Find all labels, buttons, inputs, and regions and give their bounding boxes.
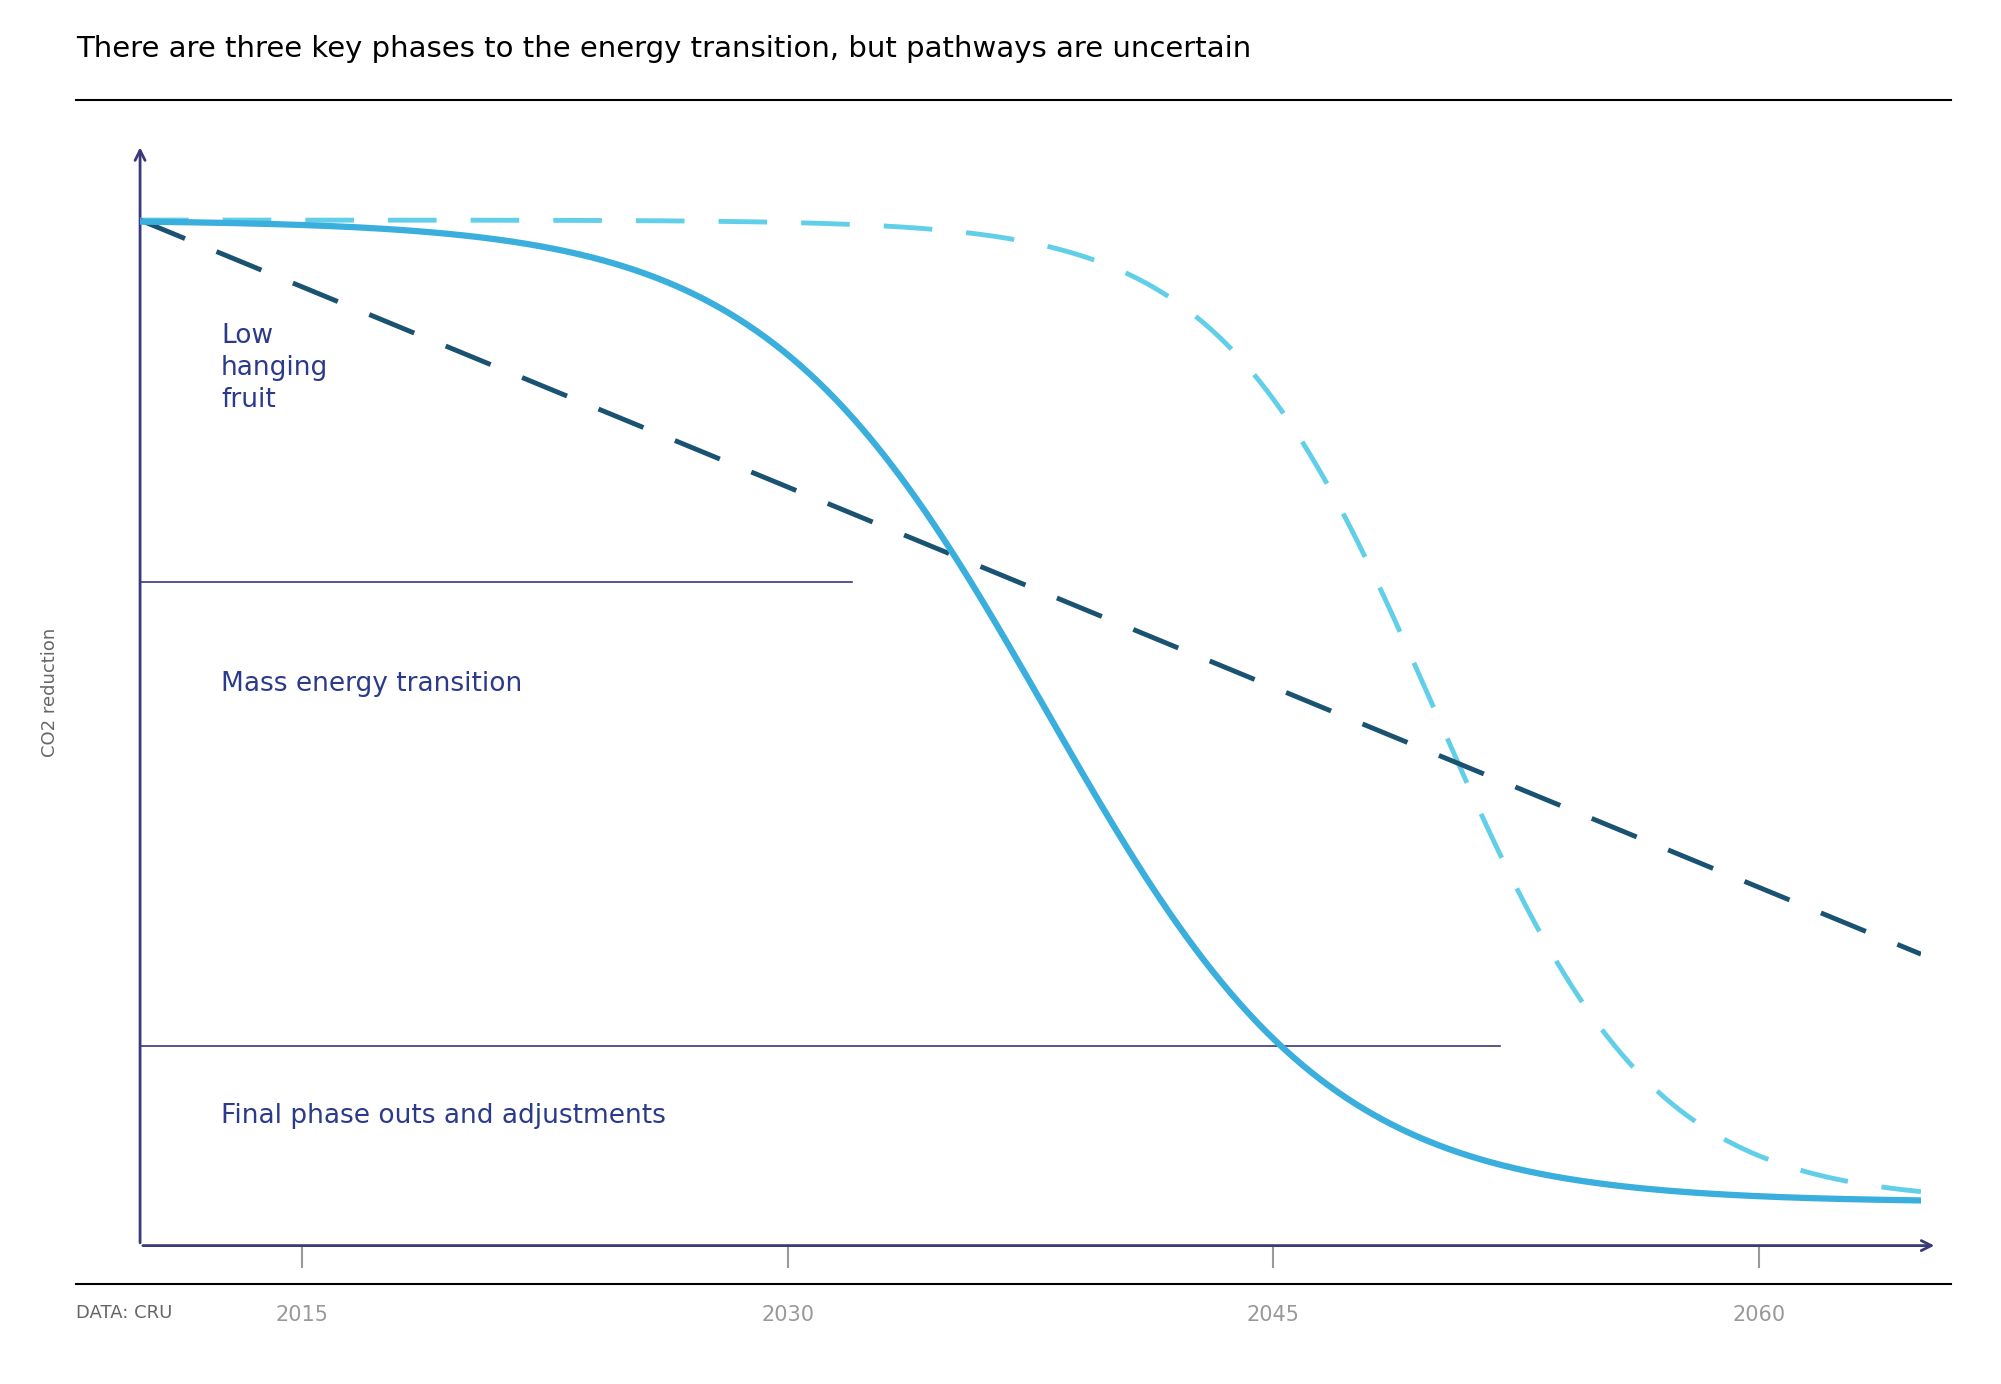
Text: Final phase outs and adjustments: Final phase outs and adjustments [220,1103,666,1129]
Text: Mass energy transition: Mass energy transition [220,671,522,698]
Text: 2045: 2045 [1247,1305,1301,1324]
Text: Low
hanging
fruit: Low hanging fruit [220,322,328,412]
Text: 2015: 2015 [276,1305,328,1324]
Text: DATA: CRU: DATA: CRU [76,1304,172,1322]
Text: CO2 reduction: CO2 reduction [42,627,58,757]
Text: 2060: 2060 [1733,1305,1785,1324]
Text: There are three key phases to the energy transition, but pathways are uncertain: There are three key phases to the energy… [76,35,1251,62]
Text: 2030: 2030 [760,1305,814,1324]
